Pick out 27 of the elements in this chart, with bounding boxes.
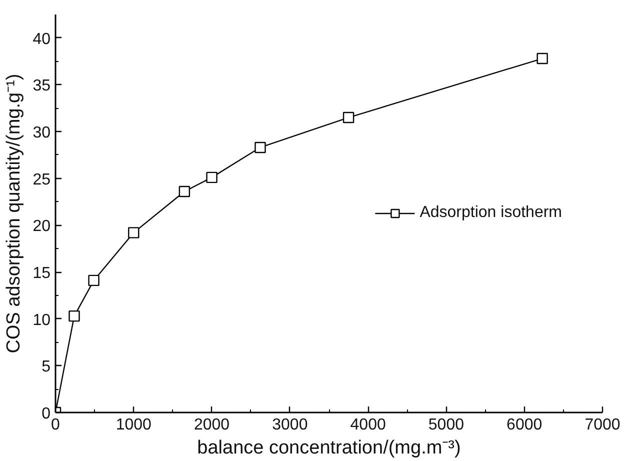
point [178,186,190,198]
x-tick-label: 1000 [116,416,152,434]
x-tick-label: 3000 [272,416,308,434]
y-tick-label: 15 [32,265,51,282]
point [342,112,354,124]
y-tick-label: 0 [42,406,51,422]
x-tick-label: 2000 [194,416,230,434]
y-tick-label: 10 [32,312,51,329]
y-tick-label: 5 [42,358,51,376]
point [68,310,80,322]
y-tick-label: 40 [32,30,51,48]
x-tick-label: 6000 [506,416,542,434]
legend-label: Adsorption isotherm [420,204,562,222]
point [88,274,100,286]
y-tick-label: 35 [32,78,51,95]
y-tick-label: 25 [32,171,51,188]
point [128,227,140,238]
x-tick-label: 5000 [428,416,464,434]
y-axis-title: COS adsorption quantity/(mg.g⁻¹) [4,74,25,354]
y-tick-label: 20 [32,218,51,236]
point [536,52,548,64]
point [206,172,218,184]
x-axis-title: balance concentration/(mg.m⁻³) [197,438,461,458]
y-tick-label: 30 [32,124,51,142]
point [254,142,266,154]
x-tick-label: 4000 [350,416,386,434]
x-tick-label: 7000 [584,416,620,434]
